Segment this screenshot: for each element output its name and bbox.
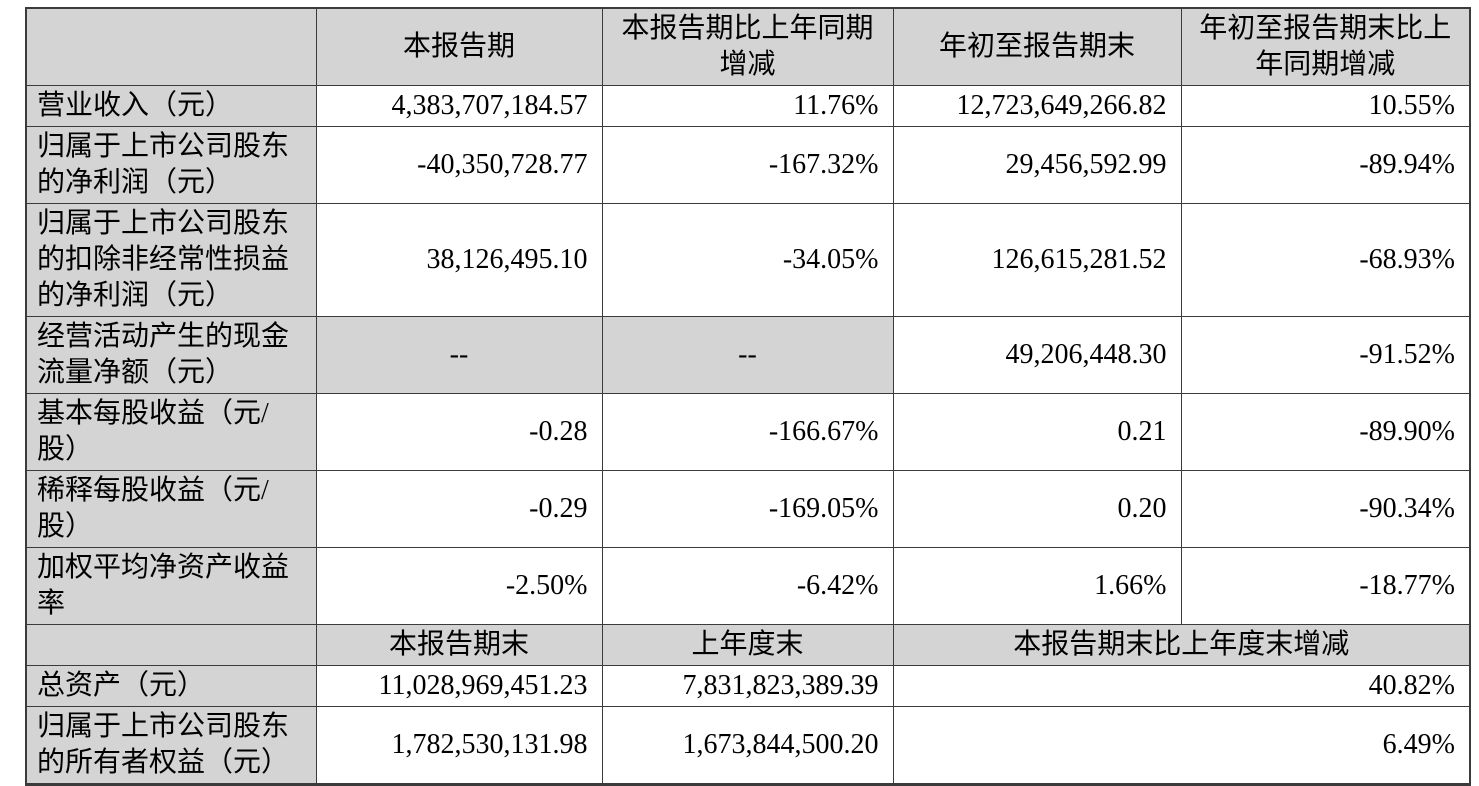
- value-cell: -2.50%: [315, 547, 603, 625]
- value-cell: -169.05%: [601, 470, 894, 548]
- row-label: 归属于上市公司股东 的扣除非经常性损益 的净利润（元）: [25, 203, 317, 317]
- value-cell: 1,673,844,500.20: [601, 706, 894, 785]
- row-label: 稀释每股收益（元/ 股）: [25, 470, 317, 548]
- value-cell: 1,782,530,131.98: [315, 706, 603, 785]
- value-cell: 38,126,495.10: [315, 203, 603, 317]
- value-cell: -167.32%: [601, 126, 894, 204]
- row-label: 总资产（元）: [25, 665, 317, 707]
- col-header-end-of-last-year: 上年度末: [601, 624, 894, 666]
- value-cell: 29,456,592.99: [892, 126, 1182, 204]
- financial-summary-table: 本报告期 本报告期比上年同期 增减 年初至报告期末 年初至报告期末比上 年同期增…: [25, 7, 1471, 786]
- value-cell: 6.49%: [892, 706, 1471, 785]
- table-row: 经营活动产生的现金 流量净额（元） -- -- 49,206,448.30 -9…: [25, 316, 1471, 394]
- value-cell: -0.28: [315, 393, 603, 471]
- col-header-change-vs-last-year-end: 本报告期末比上年度末增减: [892, 624, 1471, 666]
- table-row: 归属于上市公司股东 的净利润（元） -40,350,728.77 -167.32…: [25, 126, 1471, 204]
- value-cell: 0.20: [892, 470, 1182, 548]
- value-cell: -90.34%: [1180, 470, 1471, 548]
- value-cell: 7,831,823,389.39: [601, 665, 894, 707]
- value-cell: -34.05%: [601, 203, 894, 317]
- value-cell: 126,615,281.52: [892, 203, 1182, 317]
- empty-corner-cell: [25, 7, 317, 86]
- value-cell: -40,350,728.77: [315, 126, 603, 204]
- table-row: 加权平均净资产收益 率 -2.50% -6.42% 1.66% -18.77%: [25, 547, 1471, 625]
- na-cell: --: [315, 316, 603, 394]
- col-header-current-period: 本报告期: [315, 7, 603, 86]
- value-cell: -68.93%: [1180, 203, 1471, 317]
- col-header-ytd: 年初至报告期末: [892, 7, 1182, 86]
- value-cell: -166.67%: [601, 393, 894, 471]
- value-cell: 11.76%: [601, 85, 894, 127]
- value-cell: -18.77%: [1180, 547, 1471, 625]
- value-cell: 10.55%: [1180, 85, 1471, 127]
- value-cell: 49,206,448.30: [892, 316, 1182, 394]
- value-cell: 4,383,707,184.57: [315, 85, 603, 127]
- financial-summary: 本报告期 本报告期比上年同期 增减 年初至报告期末 年初至报告期末比上 年同期增…: [25, 7, 1471, 786]
- row-label: 加权平均净资产收益 率: [25, 547, 317, 625]
- table-row: 归属于上市公司股东 的扣除非经常性损益 的净利润（元） 38,126,495.1…: [25, 203, 1471, 317]
- table-row: 稀释每股收益（元/ 股） -0.29 -169.05% 0.20 -90.34%: [25, 470, 1471, 548]
- table-row: 营业收入（元） 4,383,707,184.57 11.76% 12,723,6…: [25, 85, 1471, 127]
- col-header-yoy-change: 本报告期比上年同期 增减: [601, 7, 894, 86]
- row-label: 归属于上市公司股东 的所有者权益（元）: [25, 706, 317, 785]
- row-label: 基本每股收益（元/ 股）: [25, 393, 317, 471]
- table-header-row: 本报告期末 上年度末 本报告期末比上年度末增减: [25, 624, 1471, 666]
- value-cell: 12,723,649,266.82: [892, 85, 1182, 127]
- value-cell: -0.29: [315, 470, 603, 548]
- na-cell: --: [601, 316, 894, 394]
- col-header-ytd-yoy-change: 年初至报告期末比上 年同期增减: [1180, 7, 1471, 86]
- col-header-end-of-period: 本报告期末: [315, 624, 603, 666]
- table-row: 基本每股收益（元/ 股） -0.28 -166.67% 0.21 -89.90%: [25, 393, 1471, 471]
- row-label: 营业收入（元）: [25, 85, 317, 127]
- table-row: 归属于上市公司股东 的所有者权益（元） 1,782,530,131.98 1,6…: [25, 706, 1471, 785]
- value-cell: 0.21: [892, 393, 1182, 471]
- row-label: 经营活动产生的现金 流量净额（元）: [25, 316, 317, 394]
- value-cell: -91.52%: [1180, 316, 1471, 394]
- value-cell: -89.90%: [1180, 393, 1471, 471]
- row-label: 归属于上市公司股东 的净利润（元）: [25, 126, 317, 204]
- value-cell: 11,028,969,451.23: [315, 665, 603, 707]
- empty-corner-cell: [25, 624, 317, 666]
- value-cell: 40.82%: [892, 665, 1471, 707]
- table-row: 总资产（元） 11,028,969,451.23 7,831,823,389.3…: [25, 665, 1471, 707]
- value-cell: -89.94%: [1180, 126, 1471, 204]
- value-cell: 1.66%: [892, 547, 1182, 625]
- table-header-row: 本报告期 本报告期比上年同期 增减 年初至报告期末 年初至报告期末比上 年同期增…: [25, 7, 1471, 86]
- value-cell: -6.42%: [601, 547, 894, 625]
